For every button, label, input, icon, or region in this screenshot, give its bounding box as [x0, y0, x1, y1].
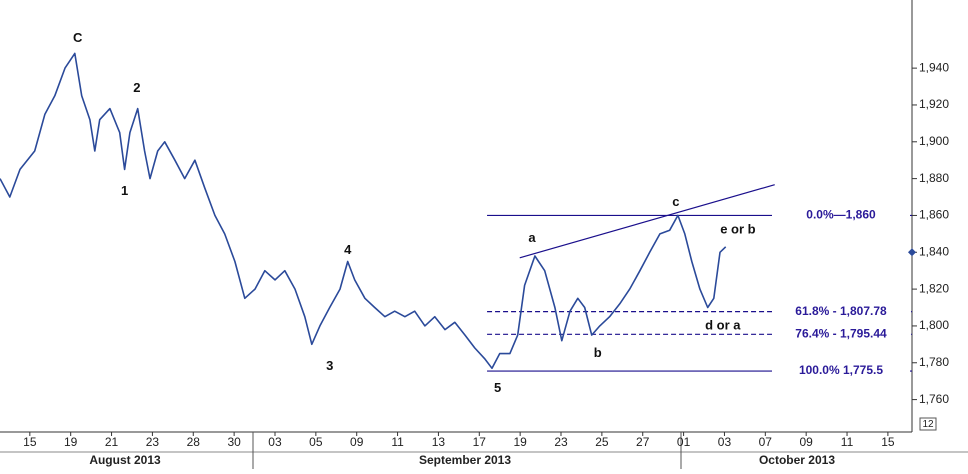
x-tick-label: 07	[759, 435, 773, 449]
y-tick-label: 1,880	[919, 171, 949, 185]
wave-label: b	[594, 345, 602, 360]
wave-label: 5	[494, 380, 501, 395]
x-tick-label: 03	[268, 435, 282, 449]
wave-label: 1	[121, 183, 128, 198]
wave-label: 2	[133, 80, 140, 95]
x-tick-label: 03	[718, 435, 732, 449]
y-tick-label: 1,900	[919, 134, 949, 148]
y-tick-label: 1,920	[919, 97, 949, 111]
x-tick-label: 05	[309, 435, 323, 449]
last-price-marker	[908, 248, 916, 257]
x-tick-label: 19	[513, 435, 527, 449]
wave-label: e or b	[720, 222, 755, 237]
x-tick-label: 13	[432, 435, 446, 449]
x-tick-label: 15	[881, 435, 895, 449]
price-line	[0, 52, 727, 370]
fib-label-bg	[772, 304, 910, 319]
y-tick-label: 1,820	[919, 281, 949, 295]
y-tick-label: 1,800	[919, 318, 949, 332]
wave-label: 4	[344, 242, 352, 257]
x-tick-label: 27	[636, 435, 650, 449]
y-tick-label: 1,840	[919, 244, 949, 258]
x-tick-label: 11	[391, 435, 404, 449]
x-tick-label: 09	[350, 435, 364, 449]
fib-label: 0.0%—1,860	[806, 208, 876, 222]
fib-label: 100.0% 1,775.5	[799, 363, 883, 377]
wave-label: c	[672, 194, 679, 209]
wave-label: C	[73, 30, 83, 45]
corner-label: 12	[922, 419, 934, 430]
x-tick-label: 30	[227, 435, 241, 449]
fib-label-bg	[772, 327, 910, 342]
x-tick-label: 15	[23, 435, 37, 449]
x-tick-label: 19	[64, 435, 78, 449]
fib-label: 76.4% - 1,795.44	[795, 327, 887, 341]
wave-label: a	[528, 230, 536, 245]
fib-label: 61.8% - 1,807.78	[795, 304, 887, 318]
y-tick-label: 1,940	[919, 60, 949, 74]
corner-box	[919, 417, 937, 431]
y-tick-label: 1,860	[919, 208, 949, 222]
trendline	[519, 184, 775, 259]
x-tick-label: 17	[473, 435, 487, 449]
x-tick-label: 23	[146, 435, 160, 449]
month-label: October 2013	[759, 453, 835, 467]
x-tick-label: 25	[595, 435, 609, 449]
x-tick-label: 21	[105, 435, 119, 449]
y-tick-label: 1,780	[919, 355, 949, 369]
x-tick-label: 23	[554, 435, 568, 449]
x-tick-label: 28	[187, 435, 201, 449]
month-label: September 2013	[419, 453, 511, 467]
month-label: August 2013	[89, 453, 161, 467]
wave-label: d or a	[705, 317, 741, 332]
wave-label: 3	[326, 358, 333, 373]
fib-label-bg	[772, 208, 910, 223]
y-tick-label: 1,760	[919, 392, 949, 406]
x-tick-label: 09	[799, 435, 813, 449]
x-tick-label: 11	[841, 435, 854, 449]
x-tick-label: 01	[677, 435, 691, 449]
fib-label-bg	[772, 364, 910, 379]
